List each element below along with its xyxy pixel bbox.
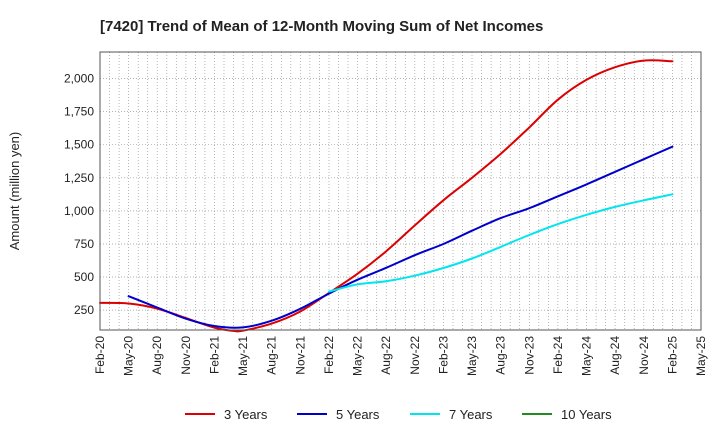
x-tick-label: Feb-23: [436, 336, 450, 374]
x-tick-label: Aug-21: [265, 336, 279, 375]
legend-label-3-years: 3 Years: [224, 407, 268, 422]
y-tick-label: 2,000: [64, 72, 94, 86]
series-line-5-years: [127, 145, 674, 329]
y-tick-label: 1,750: [64, 105, 94, 119]
x-tick-label: Feb-22: [322, 336, 336, 374]
x-tick-label: Feb-24: [551, 336, 565, 374]
legend-label-7-years: 7 Years: [449, 407, 493, 422]
x-tick-label: Nov-21: [293, 336, 307, 375]
plot-frame: [99, 51, 702, 331]
x-tick-label: Aug-23: [494, 336, 508, 375]
x-tick-label: May-25: [694, 336, 708, 376]
x-tick-label: Feb-20: [93, 336, 107, 374]
y-tick-label: 1,500: [64, 138, 94, 152]
x-tick-label: May-22: [351, 336, 365, 376]
x-tick-label: May-24: [580, 336, 594, 376]
y-tick-label: 250: [74, 303, 94, 317]
legend-label-10-years: 10 Years: [561, 407, 612, 422]
grid-lines: [100, 52, 701, 330]
x-tick-label: Nov-24: [637, 336, 651, 375]
x-axis-ticks: Feb-20 May-20 Aug-20 Nov-20 Feb-21 May-21 Aug-…: [93, 336, 708, 376]
x-tick-label: May-21: [236, 336, 250, 376]
y-tick-label: 750: [74, 237, 94, 251]
x-tick-label: May-20: [122, 336, 136, 376]
legend: 3 Years 5 Years 7 Years 10 Years: [185, 407, 612, 422]
series-line-7-years: [328, 193, 674, 293]
y-tick-label: 1,000: [64, 204, 94, 218]
x-tick-label: Feb-21: [208, 336, 222, 374]
x-tick-label: Aug-20: [150, 336, 164, 375]
y-axis-ticks: 250 500 750 1,000 1,250 1,500 1,750 2,000: [64, 72, 94, 318]
chart-title: [7420] Trend of Mean of 12-Month Moving …: [100, 18, 543, 35]
x-tick-label: May-23: [465, 336, 479, 376]
y-axis-label: Amount (million yen): [7, 132, 22, 251]
series-layer: [99, 59, 674, 333]
x-tick-label: Aug-22: [379, 336, 393, 375]
y-tick-label: 500: [74, 270, 94, 284]
x-tick-label: Feb-25: [665, 336, 679, 374]
x-tick-label: Nov-20: [179, 336, 193, 375]
legend-label-5-years: 5 Years: [336, 407, 380, 422]
x-tick-label: Aug-24: [608, 336, 622, 375]
x-tick-label: Nov-22: [408, 336, 422, 375]
x-tick-label: Nov-23: [522, 336, 536, 375]
y-tick-label: 1,250: [64, 171, 94, 185]
